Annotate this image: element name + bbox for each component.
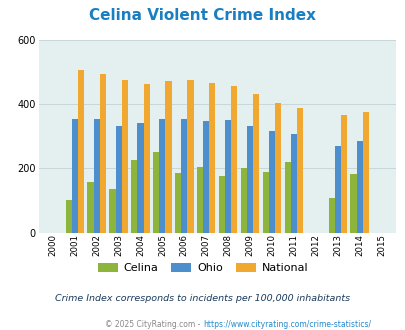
- Bar: [231, 85, 237, 233]
- Bar: [284, 162, 290, 233]
- Bar: [94, 119, 100, 233]
- Bar: [268, 131, 275, 233]
- Bar: [131, 160, 137, 233]
- Text: Crime Index corresponds to incidents per 100,000 inhabitants: Crime Index corresponds to incidents per…: [55, 294, 350, 303]
- Bar: [153, 151, 159, 233]
- Bar: [328, 198, 334, 233]
- Bar: [137, 123, 143, 233]
- Bar: [275, 103, 281, 233]
- Bar: [187, 80, 193, 233]
- Text: https://www.cityrating.com/crime-statistics/: https://www.cityrating.com/crime-statist…: [202, 320, 370, 329]
- Bar: [78, 70, 84, 233]
- Bar: [143, 84, 149, 233]
- Bar: [362, 112, 368, 233]
- Bar: [290, 134, 296, 233]
- Bar: [87, 182, 94, 233]
- Bar: [65, 201, 72, 233]
- Text: © 2025 CityRating.com -: © 2025 CityRating.com -: [105, 320, 202, 329]
- Bar: [209, 83, 215, 233]
- Bar: [246, 126, 253, 233]
- Bar: [72, 119, 78, 233]
- Bar: [202, 121, 209, 233]
- Bar: [115, 126, 122, 233]
- Bar: [356, 141, 362, 233]
- Bar: [253, 94, 259, 233]
- Bar: [262, 172, 268, 233]
- Bar: [296, 108, 303, 233]
- Bar: [109, 189, 115, 233]
- Bar: [218, 176, 224, 233]
- Bar: [196, 167, 202, 233]
- Bar: [100, 74, 106, 233]
- Bar: [181, 119, 187, 233]
- Bar: [175, 173, 181, 233]
- Bar: [165, 82, 171, 233]
- Text: Celina Violent Crime Index: Celina Violent Crime Index: [89, 8, 316, 23]
- Bar: [350, 174, 356, 233]
- Bar: [224, 120, 231, 233]
- Bar: [122, 80, 128, 233]
- Legend: Celina, Ohio, National: Celina, Ohio, National: [98, 263, 307, 273]
- Bar: [159, 119, 165, 233]
- Bar: [334, 146, 340, 233]
- Bar: [340, 115, 346, 233]
- Bar: [240, 168, 246, 233]
